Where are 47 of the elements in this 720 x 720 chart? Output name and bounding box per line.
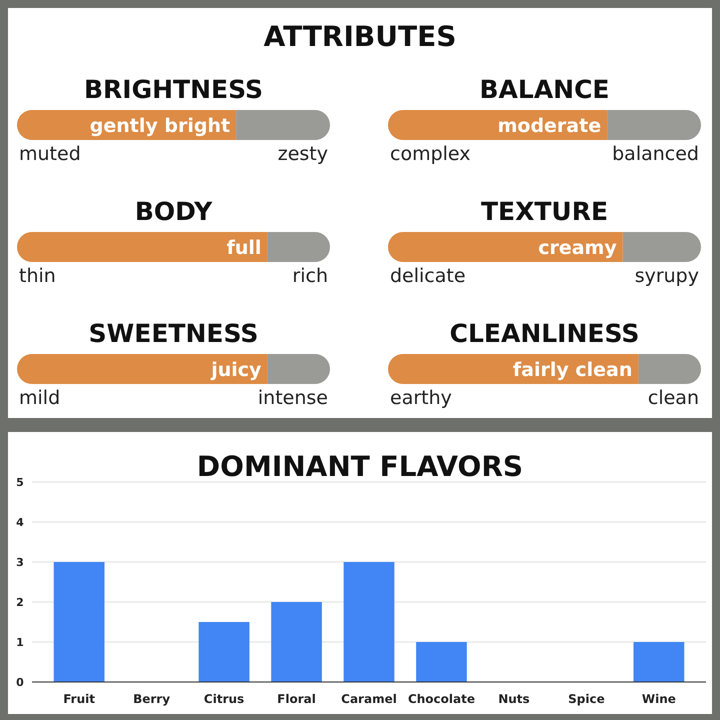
bar [344, 562, 394, 682]
x-tick-label: Chocolate [408, 692, 475, 706]
chart-title: BALANCE [479, 75, 610, 104]
bar [271, 602, 322, 682]
y-tick-label: 2 [16, 596, 24, 609]
chart-title: DOMINANT FLAVORS [196, 450, 524, 483]
annotation: gently bright [90, 115, 230, 137]
text: earthy [390, 387, 452, 409]
text: mild [19, 387, 60, 409]
chart-title: CLEANLINESS [450, 319, 640, 348]
text: rich [292, 265, 328, 287]
y-tick-label: 0 [16, 676, 24, 689]
text: muted [19, 143, 81, 165]
text: ATTRIBUTES [264, 20, 456, 53]
bar [198, 622, 250, 682]
annotation: fairly clean [512, 359, 632, 381]
x-tick-label: Nuts [498, 692, 530, 706]
x-tick-label: Citrus [204, 692, 244, 706]
x-tick-label: Floral [277, 692, 316, 706]
text: thin [19, 265, 56, 287]
text: delicate [390, 265, 466, 287]
bar [54, 562, 104, 682]
chart-title: SWEETNESS [88, 319, 258, 348]
x-tick-label: Spice [568, 692, 605, 706]
x-tick-label: Wine [642, 692, 676, 706]
text: intense [258, 387, 328, 409]
text: syrupy [634, 265, 699, 287]
x-tick-label: Caramel [341, 692, 397, 706]
chart-title: TEXTURE [480, 197, 608, 226]
bar [634, 642, 684, 682]
y-tick-label: 1 [16, 636, 24, 649]
annotation: full [226, 237, 262, 259]
y-tick-label: 4 [16, 516, 24, 529]
chart-title: BRIGHTNESS [84, 75, 263, 104]
y-tick-label: 5 [16, 476, 24, 489]
chart-title: BODY [134, 197, 214, 226]
y-tick-label: 3 [16, 556, 24, 569]
text: clean [648, 387, 699, 409]
bar [416, 642, 467, 682]
annotation: moderate [498, 115, 602, 137]
x-tick-label: Fruit [63, 692, 96, 706]
annotation: juicy [210, 359, 262, 381]
text: balanced [612, 143, 699, 165]
text: zesty [278, 143, 328, 165]
text: complex [390, 143, 471, 165]
x-tick-label: Berry [133, 692, 170, 706]
annotation: creamy [538, 237, 618, 259]
